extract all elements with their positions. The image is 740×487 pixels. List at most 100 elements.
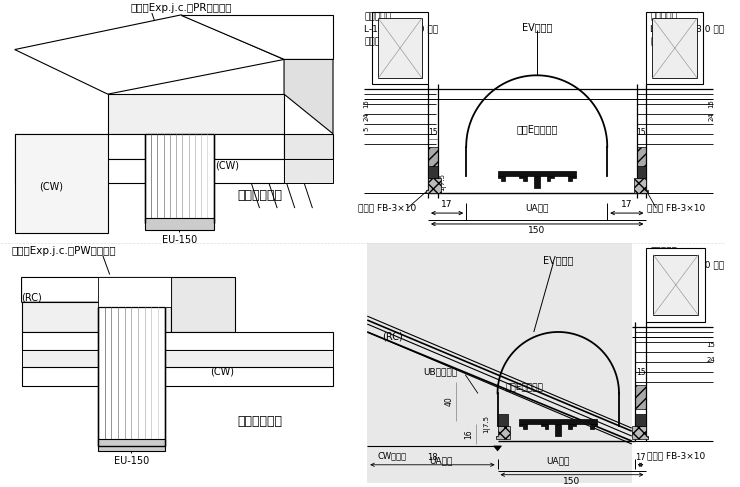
- Polygon shape: [568, 424, 576, 429]
- Text: (CW): (CW): [656, 273, 680, 282]
- Text: CW仕上面: CW仕上面: [377, 451, 406, 460]
- Polygon shape: [15, 15, 284, 94]
- Polygon shape: [590, 424, 597, 429]
- Polygon shape: [496, 426, 511, 439]
- Text: 外壁Eシリーズ: 外壁Eシリーズ: [516, 124, 557, 134]
- Text: 40: 40: [445, 396, 454, 406]
- Polygon shape: [367, 243, 632, 483]
- Text: (CW): (CW): [215, 161, 240, 170]
- Text: 屋根用Exp.j.c.（PWタイプ）: 屋根用Exp.j.c.（PWタイプ）: [12, 246, 116, 256]
- Text: EVシート: EVシート: [522, 22, 552, 32]
- Polygon shape: [21, 367, 333, 387]
- Polygon shape: [21, 302, 172, 332]
- Text: (RC): (RC): [382, 332, 403, 342]
- Polygon shape: [284, 59, 333, 134]
- Polygon shape: [652, 18, 697, 78]
- Text: 150: 150: [563, 477, 581, 486]
- Polygon shape: [534, 176, 539, 188]
- Polygon shape: [145, 218, 214, 230]
- Polygon shape: [541, 424, 548, 429]
- Text: (CW): (CW): [39, 181, 63, 191]
- Text: UA見切: UA見切: [547, 456, 570, 465]
- Text: 15: 15: [363, 100, 369, 109]
- Polygon shape: [636, 167, 647, 178]
- Text: UA見切: UA見切: [525, 203, 548, 212]
- Text: 15: 15: [428, 128, 438, 137]
- Text: (CW): (CW): [655, 33, 679, 43]
- Polygon shape: [497, 414, 508, 426]
- Text: 外壁Eシリーズ: 外壁Eシリーズ: [505, 382, 543, 391]
- Polygon shape: [633, 178, 648, 193]
- Polygon shape: [428, 167, 438, 178]
- Polygon shape: [555, 424, 561, 436]
- Text: 16: 16: [464, 429, 473, 439]
- Text: (RC): (RC): [21, 292, 42, 302]
- Polygon shape: [181, 15, 333, 59]
- Text: EU-150: EU-150: [114, 456, 149, 466]
- Polygon shape: [98, 278, 172, 307]
- Text: 17: 17: [621, 200, 633, 209]
- Polygon shape: [21, 278, 235, 302]
- Polygon shape: [653, 255, 699, 315]
- Polygon shape: [568, 176, 576, 181]
- Text: 150: 150: [528, 226, 545, 235]
- Polygon shape: [635, 414, 647, 426]
- Polygon shape: [632, 426, 648, 439]
- Text: アルミ FB-3×10: アルミ FB-3×10: [647, 203, 705, 212]
- Polygon shape: [519, 424, 527, 429]
- Polygon shape: [108, 94, 284, 134]
- Polygon shape: [145, 134, 214, 223]
- Text: 15: 15: [707, 342, 716, 348]
- Polygon shape: [497, 176, 505, 181]
- Polygon shape: [547, 176, 554, 181]
- Polygon shape: [647, 248, 705, 322]
- Polygon shape: [378, 18, 422, 78]
- Polygon shape: [98, 439, 164, 451]
- Polygon shape: [426, 178, 441, 193]
- Polygon shape: [647, 12, 703, 84]
- Text: アルミ FB-3×10: アルミ FB-3×10: [647, 451, 705, 460]
- Text: 15: 15: [636, 368, 645, 376]
- Text: （見上げ図）: （見上げ図）: [237, 414, 282, 428]
- Text: アルミ形材
L-15×15×3.0 通し
（別途）: アルミ形材 L-15×15×3.0 通し （別途）: [364, 12, 439, 46]
- Text: （見下げ図）: （見下げ図）: [237, 189, 282, 202]
- Text: 24: 24: [708, 112, 714, 121]
- Text: アルミ FB-3×10: アルミ FB-3×10: [357, 203, 416, 212]
- Polygon shape: [15, 159, 284, 183]
- Polygon shape: [519, 419, 597, 424]
- Text: 24: 24: [707, 357, 716, 363]
- Polygon shape: [635, 385, 647, 409]
- Text: 15: 15: [708, 100, 714, 109]
- Polygon shape: [15, 183, 108, 233]
- Polygon shape: [172, 278, 235, 332]
- Text: 17: 17: [441, 200, 452, 209]
- Polygon shape: [15, 134, 284, 159]
- Text: UA見切: UA見切: [429, 456, 452, 465]
- Text: 18: 18: [427, 453, 437, 462]
- Text: 1|7.5: 1|7.5: [483, 415, 491, 433]
- Polygon shape: [15, 134, 108, 233]
- Polygon shape: [284, 134, 333, 159]
- Polygon shape: [497, 171, 576, 176]
- Polygon shape: [98, 307, 164, 446]
- Polygon shape: [284, 159, 333, 183]
- Text: 17: 17: [635, 453, 646, 462]
- Text: EVシート: EVシート: [543, 255, 574, 265]
- Text: 5: 5: [363, 127, 369, 131]
- Polygon shape: [636, 147, 647, 173]
- Polygon shape: [494, 446, 502, 451]
- Text: EU-150: EU-150: [161, 235, 197, 245]
- Text: アルミ形材
L-15×15×3.0 通し
（別途）: アルミ形材 L-15×15×3.0 通し （別途）: [650, 248, 724, 282]
- Text: UBホルダー: UBホルダー: [423, 367, 457, 376]
- Text: (CW): (CW): [211, 367, 235, 376]
- Text: 15: 15: [636, 128, 645, 137]
- Polygon shape: [372, 12, 428, 84]
- Polygon shape: [21, 350, 333, 367]
- Text: 屋根用Exp.j.c.（PRタイプ）: 屋根用Exp.j.c.（PRタイプ）: [130, 3, 232, 13]
- Polygon shape: [519, 176, 527, 181]
- Polygon shape: [21, 332, 333, 350]
- Text: 24: 24: [363, 112, 369, 121]
- Text: (CW): (CW): [380, 33, 404, 43]
- Text: 1|7.5: 1|7.5: [440, 173, 446, 191]
- Text: アルミ形材
L-15×15×3.0 通し
（別途）: アルミ形材 L-15×15×3.0 通し （別途）: [650, 12, 724, 46]
